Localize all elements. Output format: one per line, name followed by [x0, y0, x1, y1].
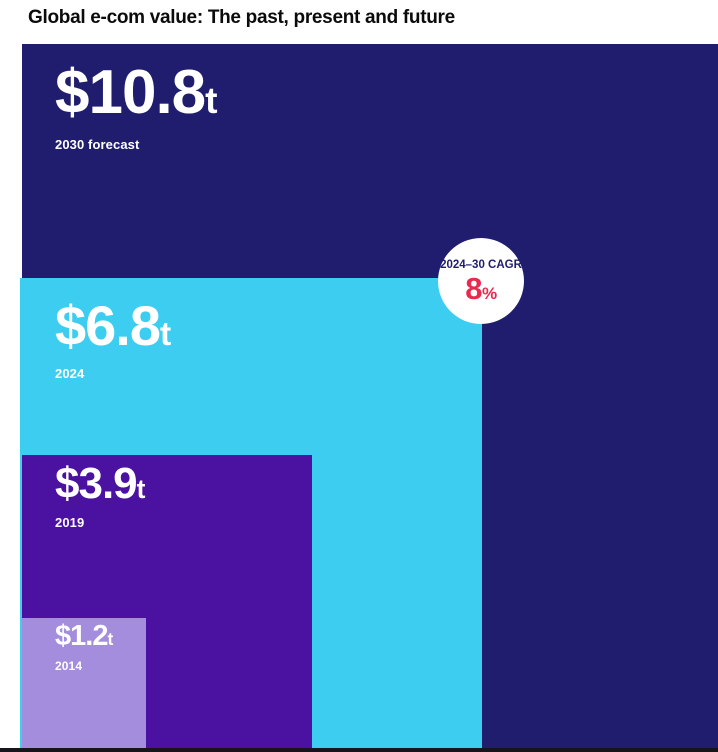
- cagr-badge-label: 2024–30 CAGR: [440, 258, 522, 271]
- value-2024: $6.8t: [55, 298, 482, 354]
- cagr-badge: 2024–30 CAGR 8%: [438, 238, 524, 324]
- value-2019: $3.9t: [55, 462, 312, 506]
- value-2019-amount: $3.9: [55, 459, 138, 508]
- year-label-2024: 2024: [55, 366, 85, 381]
- value-2030-amount: $10.8: [55, 58, 206, 127]
- cagr-value-percent-sign: %: [482, 283, 497, 303]
- value-2024-suffix: t: [160, 316, 172, 353]
- value-2019-suffix: t: [136, 474, 146, 504]
- page-title: Global e-com value: The past, present an…: [28, 7, 455, 28]
- cagr-value-number: 8: [465, 270, 483, 306]
- square-2014: $1.2t 2014: [22, 618, 146, 748]
- value-2014: $1.2t: [55, 622, 146, 651]
- value-2014-suffix: t: [107, 629, 114, 649]
- year-label-2014: 2014: [55, 659, 83, 673]
- bottom-bar: [0, 748, 718, 752]
- value-2014-amount: $1.2: [55, 620, 108, 652]
- cagr-badge-value: 8%: [465, 270, 497, 306]
- value-2030-suffix: t: [205, 79, 218, 121]
- value-2030: $10.8t: [55, 62, 718, 124]
- year-label-2019: 2019: [55, 515, 85, 530]
- year-label-2030: 2030 forecast: [55, 137, 140, 152]
- value-2024-amount: $6.8: [55, 294, 161, 357]
